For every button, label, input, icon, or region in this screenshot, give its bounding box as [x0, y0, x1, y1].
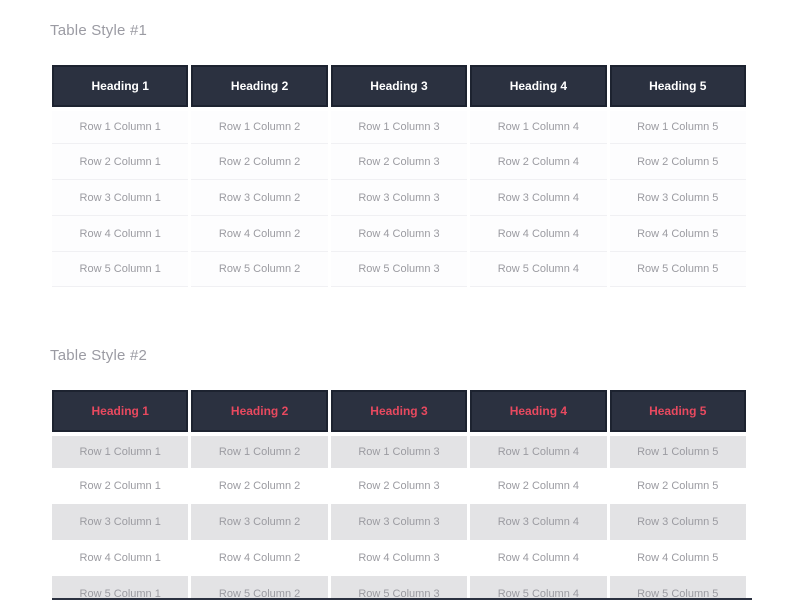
table-cell: Row 3 Column 1: [52, 504, 189, 540]
table-cell: Row 3 Column 3: [330, 504, 468, 540]
column-header: Heading 1: [52, 390, 189, 432]
table-cell: Row 4 Column 2: [191, 540, 328, 576]
table-cell: Row 1 Column 4: [470, 432, 607, 468]
table-cell: Row 4 Column 3: [330, 215, 468, 251]
table-cell: Row 2 Column 1: [52, 468, 189, 504]
table-cell: Row 4 Column 1: [52, 215, 189, 251]
table-cell: Row 2 Column 3: [330, 468, 468, 504]
table-cell: Row 5 Column 4: [470, 576, 607, 600]
table-cell: Row 2 Column 2: [191, 468, 328, 504]
table-cell: Row 3 Column 3: [330, 179, 468, 215]
table-cell: Row 1 Column 2: [191, 107, 328, 143]
table-row: Row 2 Column 1 Row 2 Column 2 Row 2 Column…: [52, 468, 746, 504]
column-header: Heading 2: [191, 65, 328, 107]
table-cell: Row 4 Column 2: [191, 215, 328, 251]
table-cell: Row 3 Column 2: [191, 504, 328, 540]
table-1-body: Row 1 Column 1 Row 1 Column 2 Row 1 Column…: [52, 107, 746, 287]
table-cell: Row 5 Column 5: [609, 251, 746, 287]
table-2-title: Table Style #2: [50, 347, 148, 364]
table-cell: Row 5 Column 5: [609, 576, 746, 600]
table-cell: Row 1 Column 3: [330, 107, 468, 143]
table-cell: Row 5 Column 2: [191, 251, 328, 287]
table-row: Row 4 Column 1 Row 4 Column 2 Row 4 Column…: [52, 540, 746, 576]
table-2-header-row: Heading 1 Heading 2 Heading 3 Heading 4 Head…: [52, 390, 746, 432]
column-header: Heading 5: [609, 65, 746, 107]
table-1-title: Table Style #1: [50, 22, 148, 39]
table-cell: Row 1 Column 4: [470, 107, 607, 143]
table-cell: Row 1 Column 2: [191, 432, 328, 468]
column-header: Heading 4: [470, 65, 607, 107]
table-2-body: Row 1 Column 1 Row 1 Column 2 Row 1 Column…: [52, 432, 746, 600]
table-row: Row 3 Column 1 Row 3 Column 2 Row 3 Column…: [52, 504, 746, 540]
table-cell: Row 4 Column 1: [52, 540, 189, 576]
table-cell: Row 5 Column 1: [52, 576, 189, 600]
table-cell: Row 2 Column 1: [52, 143, 189, 179]
table-cell: Row 5 Column 3: [330, 576, 468, 600]
table-row: Row 3 Column 1 Row 3 Column 2 Row 3 Column…: [52, 179, 746, 215]
table-cell: Row 2 Column 2: [191, 143, 328, 179]
table-cell: Row 4 Column 3: [330, 540, 468, 576]
column-header: Heading 4: [470, 390, 607, 432]
table-cell: Row 3 Column 4: [470, 504, 607, 540]
table-cell: Row 5 Column 3: [330, 251, 468, 287]
column-header: Heading 1: [52, 65, 189, 107]
table-cell: Row 3 Column 2: [191, 179, 328, 215]
table-cell: Row 1 Column 1: [52, 107, 189, 143]
table-cell: Row 2 Column 5: [609, 468, 746, 504]
table-row: Row 1 Column 1 Row 1 Column 2 Row 1 Column…: [52, 107, 746, 143]
table-cell: Row 5 Column 2: [191, 576, 328, 600]
table-cell: Row 1 Column 5: [609, 432, 746, 468]
table-row: Row 2 Column 1 Row 2 Column 2 Row 2 Column…: [52, 143, 746, 179]
table-cell: Row 5 Column 4: [470, 251, 607, 287]
table-style-2: Heading 1 Heading 2 Heading 3 Heading 4 Head…: [49, 390, 749, 600]
table-cell: Row 3 Column 5: [609, 179, 746, 215]
table-cell: Row 4 Column 5: [609, 215, 746, 251]
table-style-1-section: Table Style #1 Heading 1 Heading 2 Heading…: [50, 22, 800, 287]
table-cell: Row 3 Column 4: [470, 179, 607, 215]
table-cell: Row 3 Column 1: [52, 179, 189, 215]
column-header: Heading 3: [330, 390, 468, 432]
table-cell: Row 4 Column 5: [609, 540, 746, 576]
table-cell: Row 4 Column 4: [470, 540, 607, 576]
table-cell: Row 1 Column 1: [52, 432, 189, 468]
table-2-footer-strip: [52, 598, 752, 600]
table-row: Row 5 Column 1 Row 5 Column 2 Row 5 Column…: [52, 251, 746, 287]
table-row: Row 4 Column 1 Row 4 Column 2 Row 4 Column…: [52, 215, 746, 251]
table-cell: Row 5 Column 1: [52, 251, 189, 287]
table-cell: Row 4 Column 4: [470, 215, 607, 251]
column-header: Heading 5: [609, 390, 746, 432]
table-cell: Row 2 Column 3: [330, 143, 468, 179]
table-cell: Row 1 Column 5: [609, 107, 746, 143]
table-row: Row 1 Column 1 Row 1 Column 2 Row 1 Column…: [52, 432, 746, 468]
table-cell: Row 2 Column 4: [470, 468, 607, 504]
table-cell: Row 2 Column 5: [609, 143, 746, 179]
table-1-header-row: Heading 1 Heading 2 Heading 3 Heading 4 Head…: [52, 65, 746, 107]
column-header: Heading 2: [191, 390, 328, 432]
table-cell: Row 1 Column 3: [330, 432, 468, 468]
column-header: Heading 3: [330, 65, 468, 107]
table-row: Row 5 Column 1 Row 5 Column 2 Row 5 Column…: [52, 576, 746, 600]
table-style-1: Heading 1 Heading 2 Heading 3 Heading 4 Head…: [49, 65, 749, 287]
table-cell: Row 2 Column 4: [470, 143, 607, 179]
table-style-2-section: Table Style #2 Heading 1 Heading 2 Heading…: [50, 347, 800, 600]
table-cell: Row 3 Column 5: [609, 504, 746, 540]
